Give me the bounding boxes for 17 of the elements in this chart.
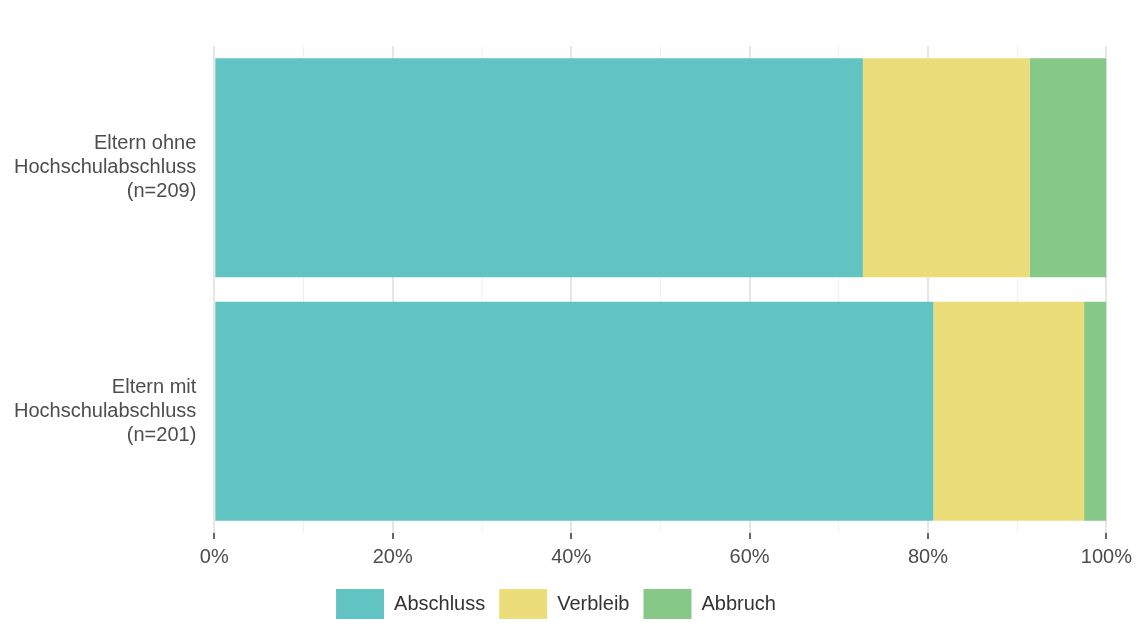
legend-label: Abschluss — [394, 591, 486, 614]
bar — [862, 58, 1030, 278]
x-tick-label: 20% — [372, 544, 413, 567]
y-tick-label: Eltern mit Hochschulabschluss (n=201) — [13, 374, 197, 445]
x-tick-label: 100% — [1080, 544, 1133, 567]
legend-label: Verbleib — [557, 591, 630, 614]
bar — [933, 301, 1085, 521]
x-tick-label: 0% — [199, 544, 229, 567]
bar — [215, 301, 934, 521]
bar — [215, 58, 863, 278]
y-tick-label: Eltern ohne Hochschulabschluss (n=209) — [13, 131, 197, 202]
x-tick-label: 40% — [551, 544, 592, 567]
bar — [1029, 58, 1107, 278]
x-tick-label: 60% — [729, 544, 770, 567]
legend-label: Abbruch — [701, 591, 776, 614]
bar — [1084, 301, 1107, 521]
x-tick-label: 80% — [907, 544, 949, 567]
